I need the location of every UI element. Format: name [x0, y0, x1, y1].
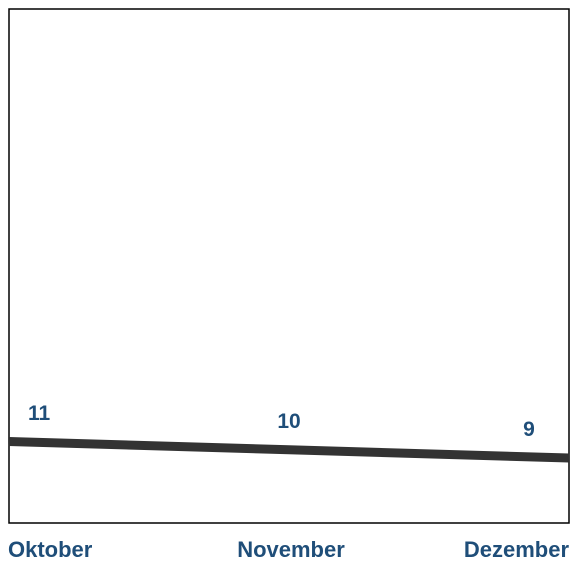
data-label-dezember: 9 [523, 418, 535, 441]
data-label-november: 10 [277, 410, 300, 433]
data-labels: 11 10 9 [28, 402, 535, 441]
x-tick-label-dezember: Dezember [464, 537, 570, 561]
series-line [8, 437, 570, 463]
plot-frame [8, 8, 570, 524]
data-label-oktober: 11 [28, 402, 51, 425]
x-axis-tick-labels: Oktober November Dezember [8, 537, 569, 561]
x-tick-label-oktober: Oktober [8, 537, 93, 561]
x-tick-label-november: November [237, 537, 345, 561]
